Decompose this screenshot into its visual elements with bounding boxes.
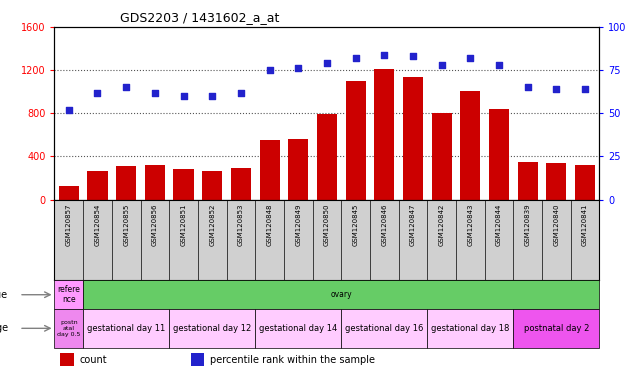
Bar <box>83 309 169 348</box>
Text: postn
atal
day 0.5: postn atal day 0.5 <box>57 320 81 337</box>
Bar <box>288 139 308 200</box>
Text: GSM120850: GSM120850 <box>324 204 330 246</box>
Bar <box>546 163 567 200</box>
Text: GSM120841: GSM120841 <box>582 204 588 246</box>
Point <box>63 107 74 113</box>
Point <box>379 51 389 58</box>
Bar <box>60 353 74 366</box>
Text: GSM120857: GSM120857 <box>66 204 72 246</box>
Text: GSM120844: GSM120844 <box>496 204 502 246</box>
Text: GSM120843: GSM120843 <box>467 204 473 246</box>
Text: GDS2203 / 1431602_a_at: GDS2203 / 1431602_a_at <box>120 11 279 24</box>
Bar <box>54 309 83 348</box>
Bar <box>317 114 337 200</box>
Text: gestational day 18: gestational day 18 <box>431 324 510 333</box>
Text: GSM120855: GSM120855 <box>123 204 129 246</box>
Bar <box>255 309 341 348</box>
Text: GSM120840: GSM120840 <box>553 204 560 246</box>
Text: GSM120854: GSM120854 <box>94 204 101 246</box>
Point <box>408 53 418 59</box>
Text: refere
nce: refere nce <box>58 285 80 305</box>
Bar <box>174 169 194 200</box>
Text: tissue: tissue <box>0 290 8 300</box>
Bar <box>231 168 251 200</box>
Text: gestational day 14: gestational day 14 <box>259 324 337 333</box>
Text: ovary: ovary <box>331 290 352 299</box>
Point <box>551 86 562 92</box>
Bar <box>116 166 137 200</box>
Point <box>437 62 447 68</box>
Bar <box>489 109 509 200</box>
Text: count: count <box>79 354 106 365</box>
Text: GSM120845: GSM120845 <box>353 204 358 246</box>
Bar <box>169 309 255 348</box>
Text: percentile rank within the sample: percentile rank within the sample <box>210 354 375 365</box>
Text: gestational day 16: gestational day 16 <box>345 324 424 333</box>
Bar <box>374 69 394 200</box>
Bar <box>428 309 513 348</box>
Text: GSM120846: GSM120846 <box>381 204 387 246</box>
Bar <box>513 309 599 348</box>
Text: GSM120842: GSM120842 <box>438 204 445 246</box>
Point <box>322 60 332 66</box>
Bar <box>575 165 595 200</box>
Bar <box>260 140 279 200</box>
Text: GSM120851: GSM120851 <box>181 204 187 246</box>
Text: age: age <box>0 323 8 333</box>
Text: GSM120856: GSM120856 <box>152 204 158 246</box>
Text: GSM120848: GSM120848 <box>267 204 272 246</box>
Text: GSM120852: GSM120852 <box>209 204 215 246</box>
Bar <box>460 91 480 200</box>
Bar <box>202 170 222 200</box>
Point <box>351 55 361 61</box>
Point <box>522 84 533 91</box>
Text: GSM120847: GSM120847 <box>410 204 416 246</box>
Point <box>494 62 504 68</box>
Point <box>92 89 103 96</box>
Bar <box>59 185 79 200</box>
Bar <box>431 113 452 200</box>
Point <box>465 55 476 61</box>
Bar <box>87 170 108 200</box>
Text: gestational day 12: gestational day 12 <box>173 324 251 333</box>
Bar <box>403 76 423 200</box>
Point <box>121 84 131 91</box>
Point <box>207 93 217 99</box>
Point <box>265 67 275 73</box>
Bar <box>191 353 204 366</box>
Text: postnatal day 2: postnatal day 2 <box>524 324 589 333</box>
Bar <box>518 162 538 200</box>
Point <box>293 65 303 71</box>
Point <box>580 86 590 92</box>
Text: GSM120853: GSM120853 <box>238 204 244 246</box>
Point <box>178 93 188 99</box>
Point <box>236 89 246 96</box>
Bar <box>341 309 428 348</box>
Bar <box>54 280 83 309</box>
Bar <box>345 81 365 200</box>
Bar <box>145 165 165 200</box>
Point <box>150 89 160 96</box>
Text: GSM120839: GSM120839 <box>524 204 531 247</box>
Text: gestational day 11: gestational day 11 <box>87 324 165 333</box>
Text: GSM120849: GSM120849 <box>296 204 301 246</box>
